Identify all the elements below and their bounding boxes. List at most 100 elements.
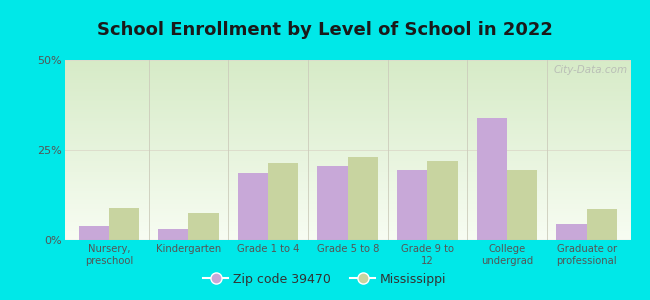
Bar bbox=[65, 146, 630, 148]
Bar bbox=[65, 71, 630, 73]
Bar bbox=[65, 105, 630, 107]
Bar bbox=[65, 217, 630, 218]
Bar bbox=[65, 67, 630, 69]
Bar bbox=[65, 121, 630, 123]
Bar bbox=[65, 89, 630, 91]
Bar bbox=[65, 154, 630, 155]
Bar bbox=[268, 163, 298, 240]
Bar bbox=[65, 69, 630, 71]
Bar bbox=[65, 188, 630, 190]
Text: School Enrollment by Level of School in 2022: School Enrollment by Level of School in … bbox=[97, 21, 553, 39]
Bar bbox=[65, 98, 630, 100]
Bar bbox=[65, 181, 630, 182]
Legend: Zip code 39470, Mississippi: Zip code 39470, Mississippi bbox=[198, 268, 452, 291]
Bar bbox=[65, 231, 630, 233]
Bar bbox=[65, 159, 630, 161]
Bar bbox=[65, 177, 630, 179]
Bar bbox=[65, 91, 630, 92]
Bar bbox=[65, 191, 630, 193]
Bar bbox=[65, 199, 630, 200]
Bar bbox=[65, 83, 630, 85]
Bar bbox=[65, 172, 630, 173]
Bar bbox=[65, 224, 630, 226]
Bar bbox=[65, 222, 630, 224]
Bar bbox=[65, 60, 630, 62]
Bar bbox=[65, 100, 630, 101]
Bar bbox=[65, 128, 630, 130]
Bar bbox=[65, 233, 630, 235]
Bar bbox=[65, 65, 630, 67]
Bar bbox=[65, 139, 630, 141]
Bar bbox=[65, 206, 630, 208]
Bar bbox=[65, 220, 630, 222]
Bar bbox=[65, 114, 630, 116]
Bar bbox=[587, 209, 617, 240]
Bar bbox=[65, 168, 630, 170]
Bar bbox=[65, 101, 630, 103]
Bar bbox=[65, 152, 630, 154]
Bar bbox=[65, 110, 630, 112]
Bar bbox=[65, 229, 630, 231]
Bar bbox=[158, 229, 188, 240]
Bar bbox=[65, 134, 630, 136]
Bar bbox=[65, 78, 630, 80]
Bar bbox=[65, 197, 630, 199]
Bar bbox=[65, 119, 630, 121]
Bar bbox=[65, 208, 630, 209]
Bar bbox=[65, 163, 630, 164]
Bar bbox=[65, 73, 630, 74]
Bar bbox=[556, 224, 587, 240]
Bar bbox=[65, 125, 630, 127]
Bar bbox=[65, 202, 630, 204]
Bar bbox=[188, 213, 218, 240]
Bar bbox=[65, 195, 630, 197]
Bar bbox=[65, 94, 630, 96]
Bar bbox=[65, 213, 630, 215]
Bar bbox=[65, 226, 630, 227]
Bar bbox=[65, 82, 630, 83]
Bar bbox=[65, 170, 630, 172]
Bar bbox=[65, 64, 630, 65]
Bar bbox=[65, 236, 630, 238]
Bar bbox=[65, 74, 630, 76]
Bar bbox=[65, 118, 630, 119]
Bar bbox=[428, 161, 458, 240]
Bar bbox=[65, 123, 630, 125]
Bar bbox=[317, 166, 348, 240]
Bar bbox=[65, 173, 630, 175]
Bar bbox=[397, 170, 428, 240]
Bar bbox=[65, 103, 630, 105]
Bar bbox=[65, 164, 630, 166]
Bar bbox=[65, 143, 630, 145]
Bar bbox=[65, 127, 630, 128]
Bar bbox=[65, 116, 630, 118]
Bar bbox=[65, 136, 630, 137]
Bar bbox=[65, 186, 630, 188]
Bar bbox=[65, 227, 630, 229]
Bar bbox=[65, 109, 630, 110]
Bar bbox=[65, 193, 630, 195]
Bar bbox=[65, 184, 630, 186]
Bar bbox=[65, 141, 630, 143]
Bar bbox=[65, 62, 630, 64]
Bar bbox=[65, 76, 630, 78]
Bar bbox=[65, 235, 630, 236]
Bar bbox=[109, 208, 139, 240]
Bar bbox=[79, 226, 109, 240]
Bar bbox=[65, 157, 630, 159]
Bar bbox=[238, 173, 268, 240]
Bar bbox=[65, 85, 630, 87]
Bar bbox=[348, 157, 378, 240]
Bar bbox=[65, 182, 630, 184]
Bar bbox=[65, 130, 630, 132]
Bar bbox=[477, 118, 507, 240]
Bar bbox=[65, 200, 630, 202]
Bar bbox=[65, 80, 630, 82]
Bar bbox=[65, 150, 630, 152]
Bar bbox=[65, 215, 630, 217]
Bar bbox=[65, 148, 630, 150]
Bar bbox=[65, 211, 630, 213]
Text: City-Data.com: City-Data.com bbox=[554, 65, 628, 75]
Bar bbox=[65, 145, 630, 146]
Bar bbox=[65, 112, 630, 114]
